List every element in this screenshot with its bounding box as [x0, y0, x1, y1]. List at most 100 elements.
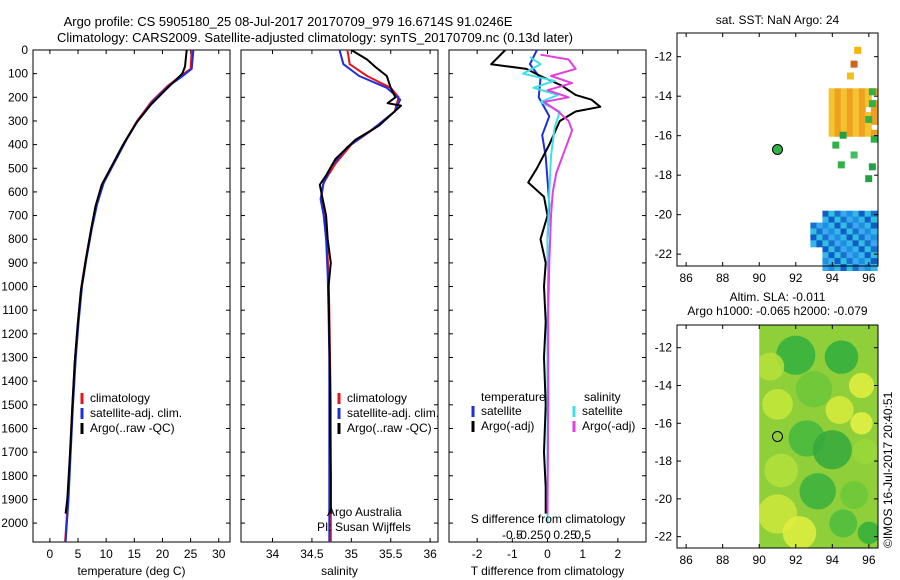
sst-cool-pixel — [858, 240, 866, 248]
sst-cool-pixel — [828, 222, 836, 230]
sst-cool-pixel — [834, 246, 842, 254]
sst-warm-pixel — [840, 111, 848, 119]
sst-pixel — [854, 46, 862, 54]
sst-map-xtick-label: 86 — [679, 271, 693, 285]
sst-cool-pixel — [870, 252, 878, 260]
sst-cool-pixel — [858, 258, 866, 266]
sst-pixel — [839, 131, 847, 139]
sst-cool-pixel — [846, 216, 854, 224]
salinity-annotation-pi: PI: Susan Wijffels — [317, 520, 411, 534]
sst-map-title: sat. SST: NaN Argo: 24 — [716, 13, 840, 27]
sla-map-xtick-label: 90 — [753, 553, 767, 567]
sst-cool-pixel — [822, 252, 830, 260]
temperature-legend-label: climatology — [90, 391, 150, 405]
temperature-ytick-label: 1200 — [1, 327, 28, 341]
sst-cool-pixel — [864, 216, 872, 224]
sst-warm-pixel — [852, 123, 860, 131]
sla-field-patch — [764, 453, 798, 488]
sst-cool-pixel — [834, 264, 842, 272]
sst-cool-pixel — [840, 234, 848, 242]
sst-map-ytick-label: -14 — [655, 89, 673, 103]
temperature-xtick-label: 15 — [128, 547, 142, 561]
difference-series-argo-adj- — [540, 53, 577, 514]
sla-field-patch — [848, 372, 875, 399]
sla-map-xtick-label: 92 — [789, 553, 803, 567]
sst-map-ytick-label: -22 — [655, 247, 673, 261]
sst-cool-pixel — [822, 246, 830, 254]
sla-map-xtick-label: 88 — [716, 553, 730, 567]
temperature-series-argo-raw-qc- — [64, 50, 188, 514]
sst-cool-pixel — [816, 222, 824, 230]
difference-xtick-label: -1 — [507, 547, 518, 561]
sst-cool-pixel — [858, 246, 866, 254]
sst-warm-pixel — [828, 111, 836, 119]
sst-cool-pixel — [864, 222, 872, 230]
difference-xtick-label: 0 — [544, 547, 551, 561]
sst-warm-pixel — [846, 123, 854, 131]
difference-s-xtick-label: -0.5 — [502, 528, 523, 542]
sla-map-ytick-label: -12 — [655, 341, 673, 355]
sst-cool-pixel — [852, 252, 860, 260]
sst-cool-pixel — [870, 246, 878, 254]
sst-cool-pixel — [852, 210, 860, 218]
sst-cool-pixel — [822, 222, 830, 230]
sst-pixel — [865, 115, 873, 123]
sst-warm-pixel — [858, 88, 866, 96]
sst-warm-pixel — [846, 111, 854, 119]
salinity-legend-label: climatology — [347, 391, 407, 405]
sla-field-patch — [795, 371, 833, 408]
sst-map-ytick-label: -20 — [655, 208, 673, 222]
sst-warm-pixel — [852, 88, 860, 96]
sla-map-ytick-label: -22 — [655, 530, 673, 544]
sst-map-xtick-label: 88 — [716, 271, 730, 285]
sla-map-argo-marker — [772, 431, 783, 442]
sst-map-ytick-label: -12 — [655, 50, 673, 64]
sst-cool-pixel — [840, 240, 848, 248]
sst-cool-pixel — [846, 234, 854, 242]
sst-cool-pixel — [828, 210, 836, 218]
temperature-legend-label: satellite-adj. clim. — [90, 406, 182, 420]
sst-cool-pixel — [870, 222, 878, 230]
sst-warm-pixel — [852, 100, 860, 108]
sst-cool-pixel — [858, 222, 866, 230]
sst-warm-pixel — [840, 94, 848, 102]
temperature-xtick-label: 5 — [75, 547, 82, 561]
sla-field-patch — [850, 412, 873, 435]
sst-cool-pixel — [858, 252, 866, 260]
sst-warm-pixel — [852, 117, 860, 125]
temperature-ytick-label: 300 — [8, 114, 28, 128]
sst-warm-pixel — [846, 88, 854, 96]
sst-cool-pixel — [870, 216, 878, 224]
sst-cool-pixel — [858, 228, 866, 236]
sst-cool-pixel — [834, 228, 842, 236]
sst-cool-pixel — [846, 264, 854, 272]
sla-field-patch — [782, 516, 817, 548]
sst-map-xtick-label: 90 — [753, 271, 767, 285]
sst-cool-pixel — [834, 216, 842, 224]
sst-pixel — [832, 141, 840, 149]
sst-cool-pixel — [852, 222, 860, 230]
sst-warm-pixel — [828, 106, 836, 114]
sst-cool-pixel — [822, 234, 830, 242]
sst-warm-pixel — [870, 117, 878, 125]
temperature-ytick-label: 700 — [8, 209, 28, 223]
sst-cool-pixel — [846, 252, 854, 260]
salinity-xtick-label: 35.5 — [379, 547, 403, 561]
temperature-legend-label: Argo(..raw -QC) — [90, 421, 175, 435]
sst-cool-pixel — [822, 258, 830, 266]
sst-cool-pixel — [846, 228, 854, 236]
sst-cool-pixel — [840, 252, 848, 260]
sst-cool-pixel — [828, 246, 836, 254]
sst-cool-pixel — [870, 258, 878, 266]
temperature-axes-frame — [32, 49, 231, 543]
sst-cool-pixel — [864, 228, 872, 236]
sst-map-xtick-label: 92 — [789, 271, 803, 285]
sst-cool-pixel — [828, 258, 836, 266]
temperature-ytick-label: 1800 — [1, 469, 28, 483]
sst-cool-pixel — [852, 258, 860, 266]
difference-xtick-label: 1 — [579, 547, 586, 561]
sst-cool-pixel — [816, 240, 824, 248]
sst-pixel — [846, 72, 854, 80]
temperature-ytick-label: 200 — [8, 90, 28, 104]
sst-cool-pixel — [864, 252, 872, 260]
